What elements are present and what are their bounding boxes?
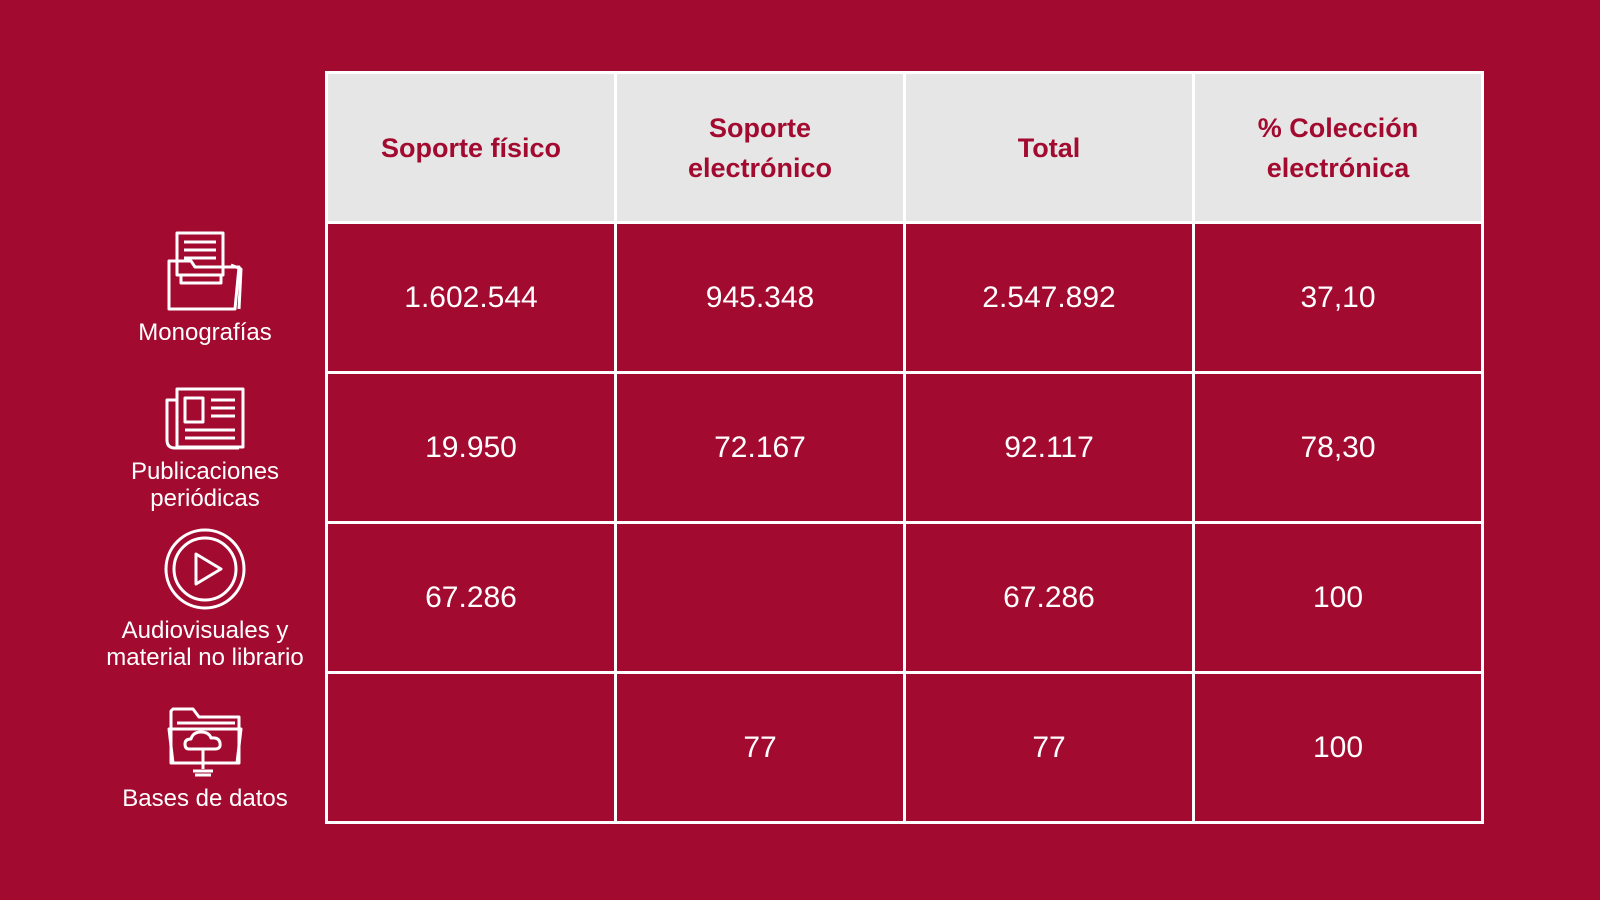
cell-porcentaje-electronica: 78,30 <box>1192 371 1484 524</box>
row-label-text: Bases de datos <box>122 785 288 812</box>
cell-soporte-fisico: 19.950 <box>325 371 617 524</box>
table-row-publicaciones-periodicas: 19.950 72.167 92.117 78,30 <box>325 371 1484 524</box>
row-label-text: Audiovisuales y material no librario <box>106 617 304 671</box>
table-row-monografias: 1.602.544 945.348 2.547.892 37,10 <box>325 221 1484 374</box>
row-label-text: Publicaciones periódicas <box>130 458 280 512</box>
row-label-publicaciones-periodicas: Publicaciones periódicas <box>55 386 355 512</box>
table-body: 1.602.544 945.348 2.547.892 37,10 19.950… <box>325 221 1484 824</box>
cell-soporte-fisico: 67.286 <box>325 521 617 674</box>
document-folder-icon <box>167 231 243 311</box>
cell-total: 77 <box>903 671 1195 824</box>
row-label-monografias: Monografías <box>55 231 355 346</box>
cell-porcentaje-electronica: 37,10 <box>1192 221 1484 374</box>
cell-total: 67.286 <box>903 521 1195 674</box>
cloud-folder-icon <box>167 707 243 777</box>
cell-soporte-fisico <box>325 671 617 824</box>
row-label-audiovisuales: Audiovisuales y material no librario <box>55 527 355 671</box>
play-circle-icon <box>164 528 246 610</box>
column-header-soporte-fisico: Soporte físico <box>325 71 617 224</box>
column-header-total: Total <box>903 71 1195 224</box>
header-row: Soporte físico Soporte electrónico Total… <box>325 71 1484 224</box>
column-header-soporte-electronico: Soporte electrónico <box>614 71 906 224</box>
collection-table: Soporte físico Soporte electrónico Total… <box>325 71 1484 824</box>
cell-soporte-electronico: 77 <box>614 671 906 824</box>
cell-porcentaje-electronica: 100 <box>1192 521 1484 674</box>
row-label-text: Monografías <box>138 319 272 346</box>
table-row-bases-de-datos: 77 77 100 <box>325 671 1484 824</box>
cell-soporte-electronico: 945.348 <box>614 221 906 374</box>
column-header-porcentaje-coleccion-electronica: % Colección electrónica <box>1192 71 1484 224</box>
cell-total: 92.117 <box>903 371 1195 524</box>
newspaper-icon <box>165 387 245 450</box>
table-row-audiovisuales: 67.286 67.286 100 <box>325 521 1484 674</box>
cell-total: 2.547.892 <box>903 221 1195 374</box>
table-header: Soporte físico Soporte electrónico Total… <box>325 71 1484 224</box>
cell-soporte-electronico: 72.167 <box>614 371 906 524</box>
cell-soporte-electronico <box>614 521 906 674</box>
cell-soporte-fisico: 1.602.544 <box>325 221 617 374</box>
cell-porcentaje-electronica: 100 <box>1192 671 1484 824</box>
row-label-bases-de-datos: Bases de datos <box>55 703 355 812</box>
